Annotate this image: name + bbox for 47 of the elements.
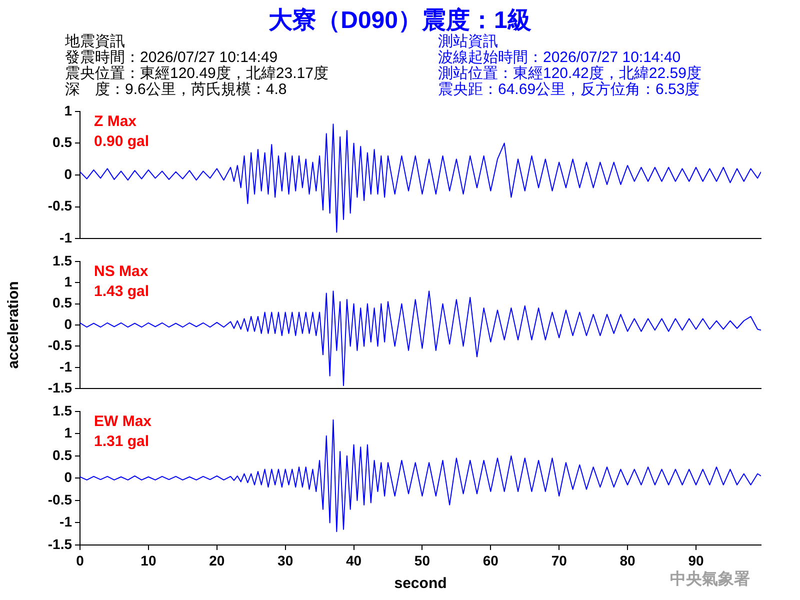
text: 中央氣象署 xyxy=(670,569,750,588)
y-tick-label: -0.5 xyxy=(48,337,72,354)
y-tick-label: -1.5 xyxy=(48,379,72,396)
x-axis-title: second xyxy=(394,575,447,592)
y-tick-label: -0.5 xyxy=(48,491,72,508)
text: 波線起始時間：2026/07/27 10:14:40 xyxy=(438,49,682,66)
x-tick-label: 20 xyxy=(209,552,225,568)
text: 測站資訊 xyxy=(438,33,498,50)
x-tick-label: 0 xyxy=(76,552,84,568)
annotation: Z Max xyxy=(94,113,138,130)
annotation: 1.43 gal xyxy=(94,283,150,300)
x-tick-label: 90 xyxy=(688,552,704,568)
x-tick-label: 10 xyxy=(140,552,156,568)
y-tick-label: -1 xyxy=(60,358,72,374)
y-tick-label: -0.5 xyxy=(48,198,72,214)
y-tick-label: 1 xyxy=(64,424,72,441)
x-tick-label: 80 xyxy=(620,552,636,568)
x-tick-label: 50 xyxy=(414,552,430,568)
y-tick-label: -1 xyxy=(60,514,72,530)
y-tick-label: 1.5 xyxy=(52,252,72,268)
text: 測站位置：東經120.42度，北緯22.59度 xyxy=(438,65,702,82)
annotation: NS Max xyxy=(94,263,149,280)
text: 發震時間：2026/07/27 10:14:49 xyxy=(65,49,279,66)
x-tick-label: 30 xyxy=(278,552,294,568)
x-tick-label: 40 xyxy=(346,552,362,568)
y-tick-label: 0.5 xyxy=(52,446,72,463)
y-tick-label: 1.5 xyxy=(52,402,72,418)
y-tick-label: 0 xyxy=(64,469,72,486)
x-tick-label: 70 xyxy=(551,552,568,568)
y-tick-label: -1 xyxy=(60,229,72,246)
text: 大寮（D090）震度：1級 xyxy=(268,7,532,34)
text: 震央位置：東經120.49度，北緯23.17度 xyxy=(65,65,328,82)
y-tick-label: 0 xyxy=(64,316,72,332)
y-tick-label: 0.5 xyxy=(52,134,72,150)
text: 地震資訊 xyxy=(65,33,126,50)
annotation: 1.31 gal xyxy=(94,433,150,450)
text: 震央距：64.69公里，反方位角：6.53度 xyxy=(438,81,701,98)
y-tick-label: 1 xyxy=(64,102,72,118)
y-axis-title: acceleration xyxy=(5,281,22,369)
y-tick-label: -1.5 xyxy=(48,536,72,552)
y-tick-label: 1 xyxy=(64,273,72,290)
text: 深 度：9.6公里，芮氏規模：4.8 xyxy=(65,81,288,98)
y-tick-label: 0 xyxy=(64,166,72,182)
x-tick-label: 60 xyxy=(482,552,499,568)
y-tick-label: 0.5 xyxy=(52,294,72,311)
annotation: 0.90 gal xyxy=(94,133,150,150)
annotation: EW Max xyxy=(94,413,152,430)
